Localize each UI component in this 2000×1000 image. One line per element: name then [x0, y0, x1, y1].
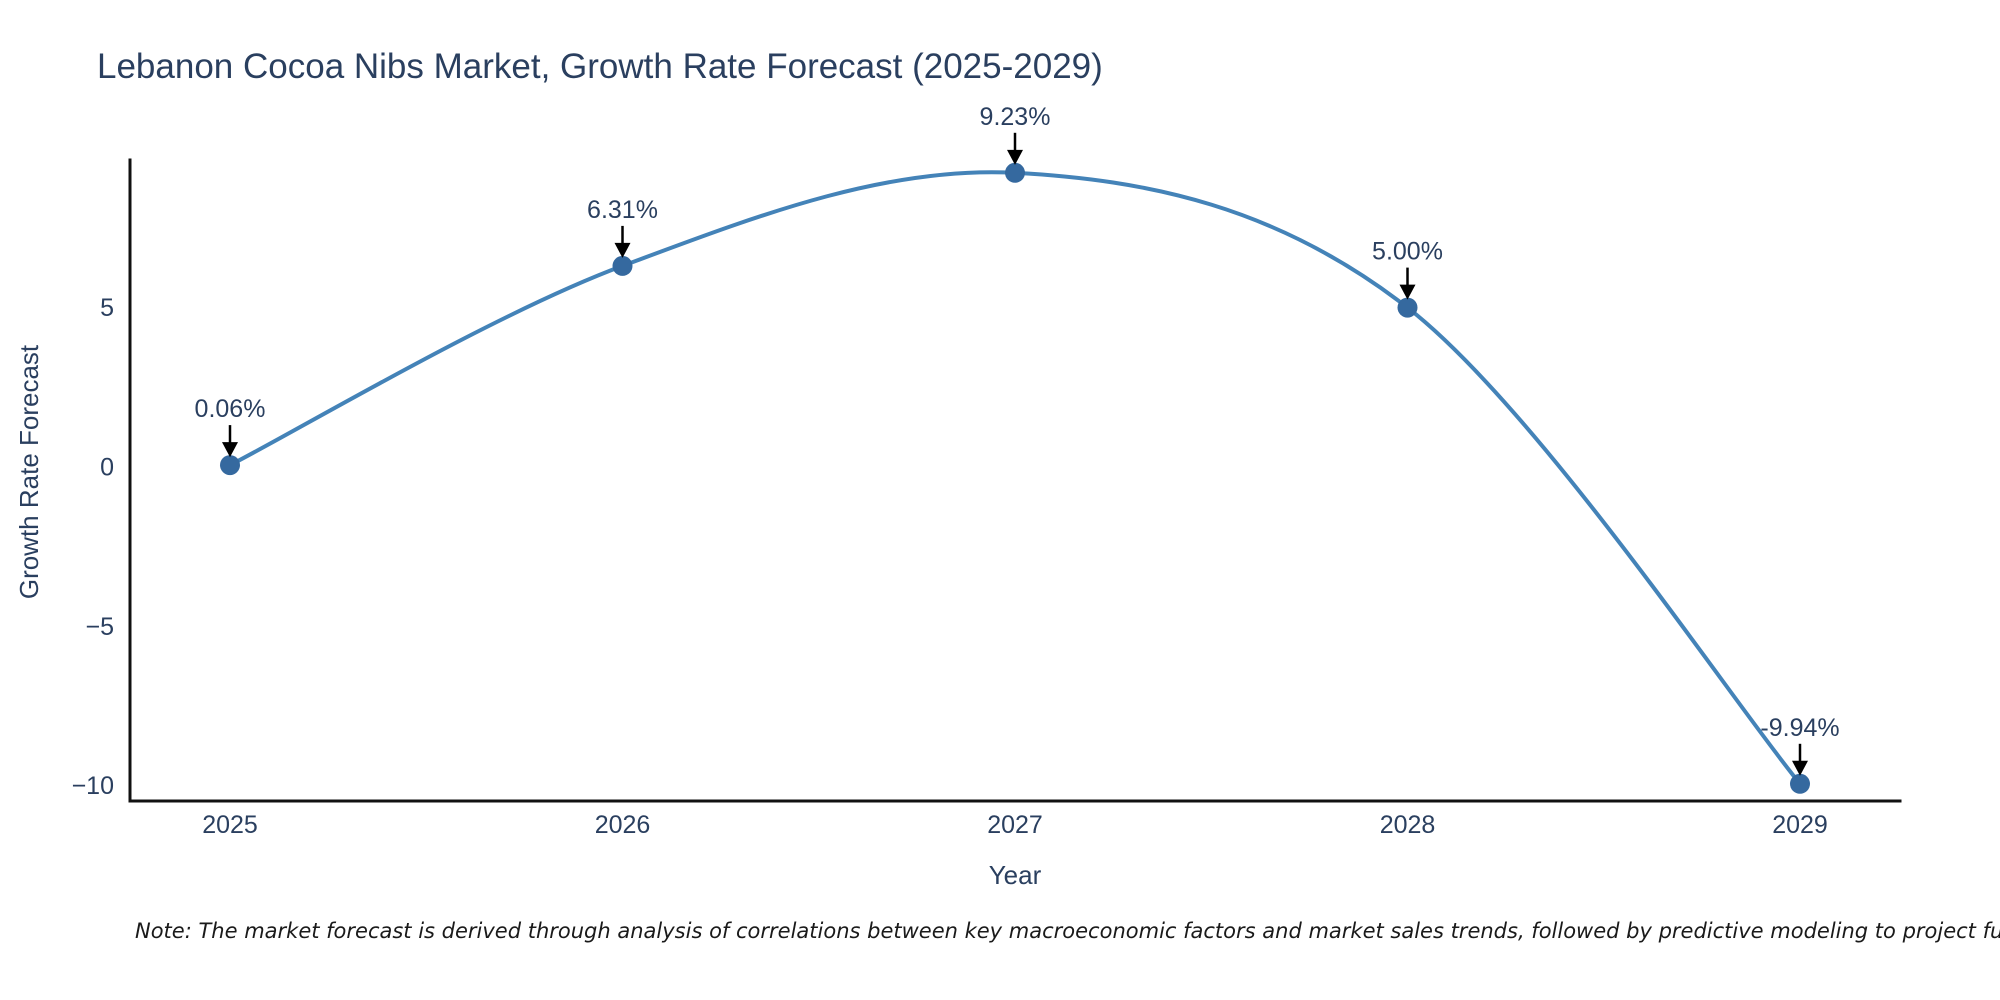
annotation-arrow-head: [222, 442, 238, 458]
data-point-marker: [1005, 162, 1025, 183]
point-value-label: 9.23%: [980, 103, 1051, 131]
annotation-arrow-head: [614, 242, 631, 258]
annotation-arrow-head: [1792, 760, 1808, 776]
y-tick-label: 5: [100, 294, 114, 322]
data-point-marker: [612, 255, 633, 276]
y-tick-label: −5: [85, 613, 114, 641]
annotation-arrow-head: [1007, 149, 1023, 165]
axes-spines: [128, 158, 1902, 803]
x-tick-label: 2029: [1772, 811, 1828, 839]
footnote: Note: The market forecast is derived thr…: [135, 919, 2000, 943]
y-axis-title: Growth Rate Forecast: [14, 344, 44, 599]
data-point-marker: [1790, 773, 1810, 794]
data-point-marker: [220, 455, 240, 476]
point-value-label: 5.00%: [1372, 238, 1443, 266]
x-tick-label: 2028: [1380, 811, 1436, 839]
trend-line: [228, 170, 1802, 786]
data-point-marker: [1397, 297, 1418, 318]
point-value-label: 6.31%: [587, 196, 658, 224]
point-annotations: 0.06% 6.31% 9.23% 5.00% -9.94%: [195, 103, 1840, 776]
y-tick-labels: 5 0 −5 −10: [72, 294, 114, 800]
x-tick-labels: 2025 2026 2027 2028 2029: [202, 811, 1828, 839]
data-points: [220, 162, 1810, 794]
x-axis-title: Year: [989, 860, 1042, 890]
x-tick-label: 2026: [595, 811, 651, 839]
point-value-label: 0.06%: [195, 395, 266, 423]
x-tick-label: 2025: [202, 811, 258, 839]
y-tick-label: 0: [100, 454, 114, 482]
y-tick-label: −10: [72, 772, 114, 800]
annotation-arrow-head: [1399, 284, 1416, 300]
chart-title: Lebanon Cocoa Nibs Market, Growth Rate F…: [97, 47, 1103, 86]
point-value-label: -9.94%: [1760, 714, 1839, 742]
x-tick-label: 2027: [987, 811, 1043, 839]
